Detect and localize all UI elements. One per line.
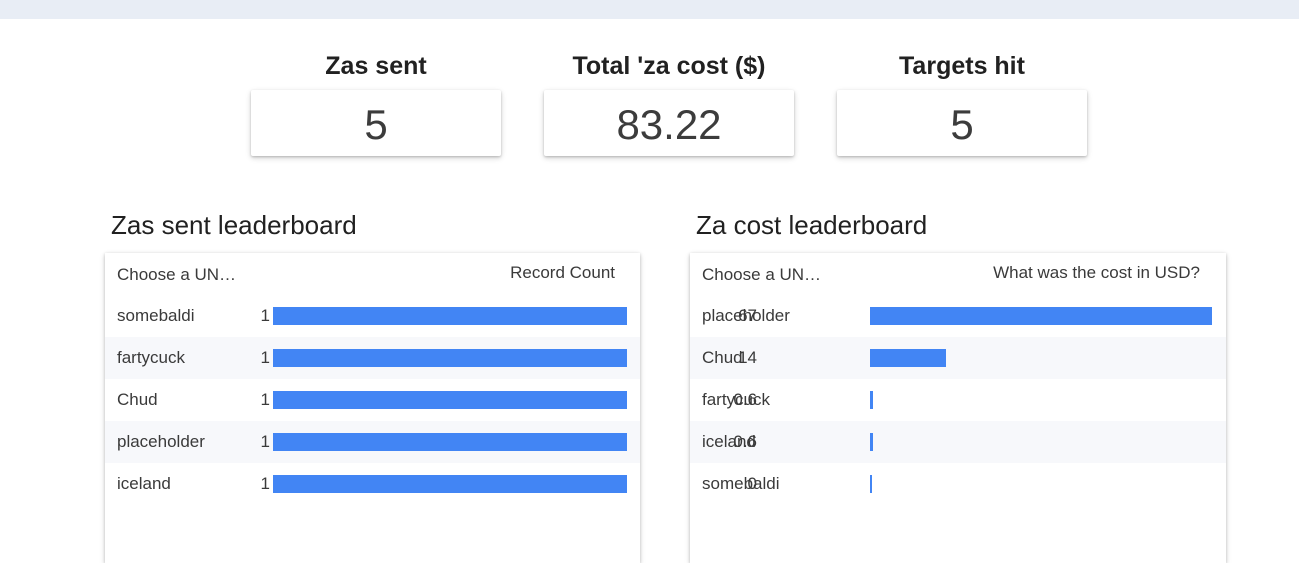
bar (273, 433, 627, 451)
kpi-title: Total 'za cost ($) (572, 52, 766, 80)
kpi-zas-sent: Zas sent 5 (251, 48, 501, 156)
metric-header[interactable]: Record Count (510, 263, 615, 282)
row-value: 1 (260, 348, 270, 367)
row-label: iceland (117, 474, 171, 493)
bar (273, 307, 627, 325)
row-label: placeholder (702, 306, 790, 325)
table-row[interactable]: Chud 1 (105, 379, 640, 421)
row-value: 0 (747, 474, 757, 493)
cost-leaderboard-table: Choose a UN… What was the cost in USD? p… (690, 253, 1226, 563)
kpi-value: 83.22 (544, 90, 794, 156)
row-label: Chud (117, 390, 158, 409)
metric-header[interactable]: What was the cost in USD? (993, 263, 1200, 282)
table-row[interactable]: placeholder 67 (690, 295, 1226, 337)
table-row[interactable]: somebaldi 1 (105, 295, 640, 337)
table-row[interactable]: somebaldi 0 (690, 463, 1226, 505)
bar (273, 475, 627, 493)
bar (273, 391, 627, 409)
row-value: 67 (738, 306, 757, 325)
row-value: 14 (738, 348, 757, 367)
kpi-title: Zas sent (325, 52, 427, 80)
kpi-targets-hit: Targets hit 5 (837, 48, 1087, 156)
bar (870, 391, 873, 409)
row-label: Chud (702, 348, 743, 367)
bar (870, 475, 872, 493)
cost-leaderboard-title: Za cost leaderboard (696, 210, 928, 240)
row-label: placeholder (117, 432, 205, 451)
kpi-total-cost: Total 'za cost ($) 83.22 (544, 48, 794, 156)
row-label: somebaldi (702, 474, 780, 493)
table-row[interactable]: iceland 1 (105, 463, 640, 505)
kpi-value: 5 (251, 90, 501, 156)
table-row[interactable]: fartycuck 1 (105, 337, 640, 379)
row-label: fartycuck (117, 348, 186, 367)
table-row[interactable]: iceland 0.6 (690, 421, 1226, 463)
table-row[interactable]: Chud 14 (690, 337, 1226, 379)
sent-leaderboard-table: Choose a UN… Record Count somebaldi 1 fart… (105, 253, 640, 563)
row-value: 0.6 (733, 390, 757, 409)
table-row[interactable]: placeholder 1 (105, 421, 640, 463)
bar (870, 307, 1212, 325)
bar (870, 433, 873, 451)
dimension-header[interactable]: Choose a UN… (702, 265, 822, 284)
top-bar (0, 0, 1299, 19)
row-value: 1 (260, 390, 270, 409)
table-row[interactable]: fartycuck 0.6 (690, 379, 1226, 421)
row-value: 1 (260, 432, 270, 451)
row-value: 0.6 (733, 432, 757, 451)
kpi-value: 5 (837, 90, 1087, 156)
row-label: iceland (702, 432, 756, 451)
row-label: fartycuck (702, 390, 771, 409)
bar (273, 349, 627, 367)
row-value: 1 (260, 474, 270, 493)
row-label: somebaldi (117, 306, 195, 325)
row-value: 1 (260, 306, 270, 325)
bar (870, 349, 946, 367)
dimension-header[interactable]: Choose a UN… (117, 265, 237, 284)
kpi-title: Targets hit (899, 52, 1025, 80)
sent-leaderboard-title: Zas sent leaderboard (111, 210, 357, 240)
